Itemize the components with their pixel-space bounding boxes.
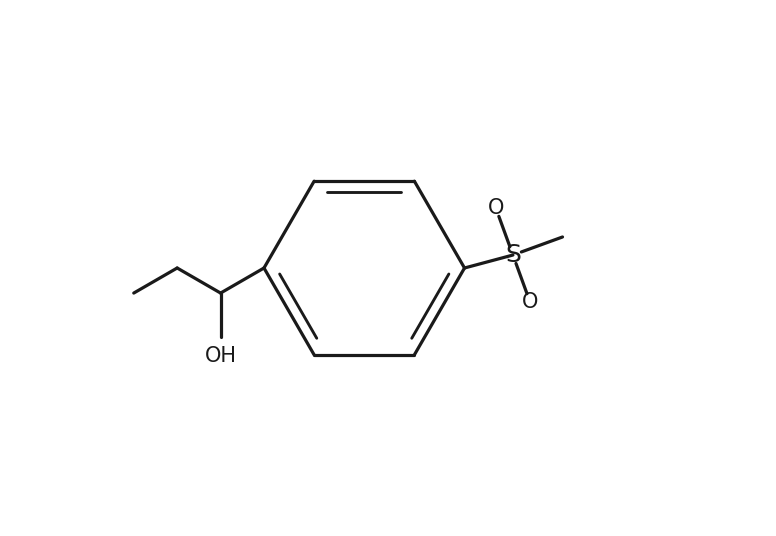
Text: S: S (505, 243, 521, 267)
Text: O: O (522, 292, 539, 312)
Text: O: O (487, 198, 504, 218)
Text: OH: OH (205, 346, 237, 366)
